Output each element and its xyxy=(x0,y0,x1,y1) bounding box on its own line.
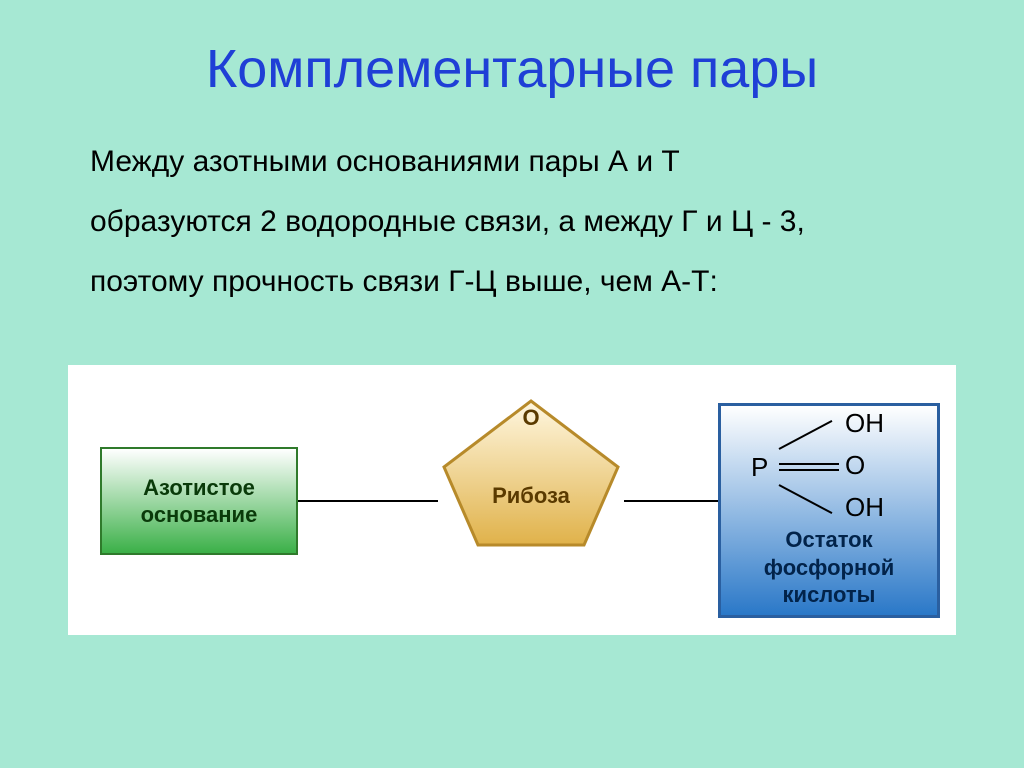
body-line-1: Между азотными основаниями пары А и Т xyxy=(90,145,940,179)
atom-O-mid: О xyxy=(845,450,865,481)
nitrogenous-base-box: Азотистое основание xyxy=(100,447,298,555)
atom-OH-top: ОН xyxy=(845,408,884,439)
phosphorus-P-label: Р xyxy=(751,452,768,483)
base-label-line1: Азотистое xyxy=(143,474,255,502)
bond-mid-dbl2 xyxy=(779,469,839,471)
bond-top xyxy=(779,420,833,450)
connector-ribose-to-phosphate xyxy=(624,500,718,502)
connector-base-to-ribose xyxy=(298,500,438,502)
phosphate-label-line3: кислоты xyxy=(721,581,937,609)
slide-title: Комплементарные пары xyxy=(0,38,1024,100)
phosphate-labels: Остаток фосфорной кислоты xyxy=(721,526,937,609)
bond-mid-dbl1 xyxy=(779,463,839,465)
body-line-2: образуются 2 водородные связи, а между Г… xyxy=(90,205,940,239)
nucleotide-diagram: Азотистое основание О Рибоза Р xyxy=(68,365,956,635)
ribose-label: Рибоза xyxy=(438,483,624,509)
ribose-pentagon: О Рибоза xyxy=(438,395,624,551)
phosphate-residue-box: Р ОН О ОН Остаток фосфорной кислоты xyxy=(718,403,940,618)
slide-canvas: Комплементарные пары Между азотными осно… xyxy=(0,0,1024,768)
phosphate-label-line1: Остаток xyxy=(721,526,937,554)
phosphate-structural-formula: Р ОН О ОН xyxy=(741,414,921,524)
ribose-apex-O-label: О xyxy=(438,405,624,431)
phosphate-label-line2: фосфорной xyxy=(721,554,937,582)
body-line-3: поэтому прочность связи Г-Ц выше, чем А-… xyxy=(90,265,940,299)
atom-OH-bot: ОН xyxy=(845,492,884,523)
base-label-line2: основание xyxy=(141,501,258,529)
bond-bot xyxy=(779,484,833,514)
